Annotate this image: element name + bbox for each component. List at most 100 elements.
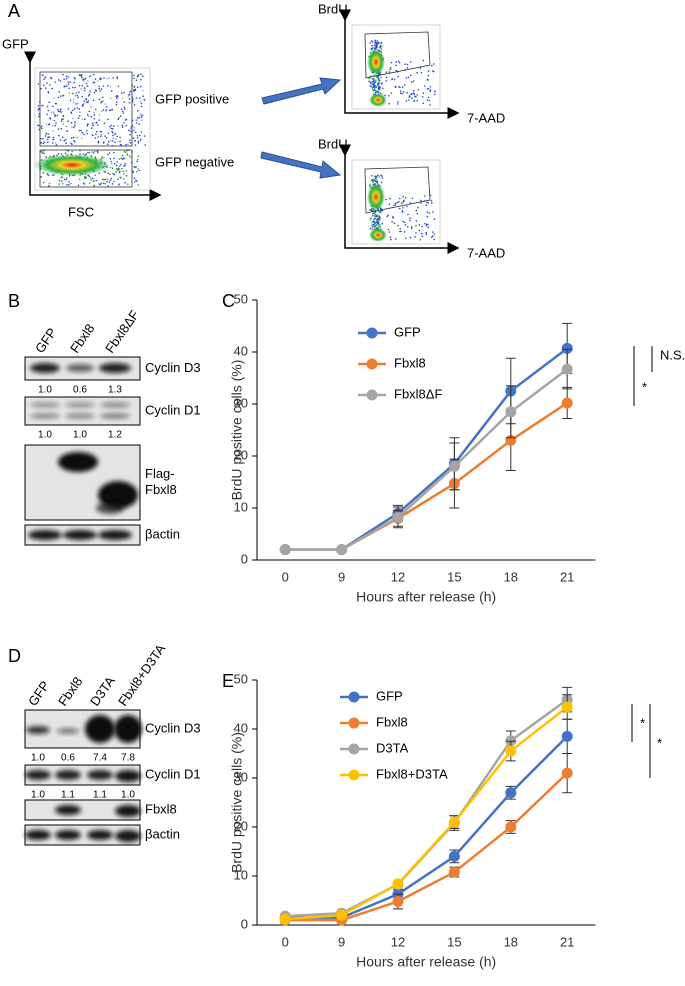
event-dot	[78, 178, 81, 181]
legend-marker	[348, 743, 360, 755]
event-dot	[43, 141, 46, 144]
y-tick-label: 10	[234, 499, 248, 514]
event-dot	[98, 119, 101, 121]
event-dot	[76, 107, 79, 109]
event-dot	[410, 227, 413, 229]
event-dot	[137, 184, 139, 186]
event-dot	[100, 131, 103, 133]
event-dot	[79, 111, 81, 113]
data-point	[505, 821, 517, 833]
event-dot	[385, 71, 388, 73]
event-dot	[406, 92, 409, 94]
band	[66, 364, 94, 372]
event-dot	[52, 105, 54, 108]
event-dot	[406, 226, 409, 228]
event-dot	[67, 81, 69, 83]
event-dot	[142, 114, 144, 117]
event-dot	[123, 122, 125, 124]
event-dot	[378, 87, 381, 90]
event-dot	[100, 110, 103, 112]
event-dot	[74, 121, 76, 123]
data-point	[505, 406, 517, 418]
event-dot	[428, 212, 431, 214]
event-dot	[72, 117, 74, 120]
event-dot	[101, 178, 104, 181]
y-tick-label: 20	[234, 447, 248, 462]
data-point	[448, 866, 460, 878]
gate	[39, 149, 133, 188]
event-dot	[139, 113, 142, 115]
event-dot	[57, 79, 60, 81]
event-dot	[115, 101, 118, 104]
event-dot	[371, 88, 374, 91]
event-dot	[83, 89, 86, 92]
event-dot	[44, 76, 47, 79]
event-dot	[371, 78, 374, 80]
event-dot	[98, 98, 101, 101]
event-dot	[109, 173, 111, 176]
event-dot	[375, 215, 378, 218]
event-dot	[134, 166, 136, 168]
blot-label: Cyclin D3	[145, 720, 201, 735]
event-dot	[52, 130, 54, 132]
event-dot	[49, 117, 51, 119]
plot-frame	[351, 24, 441, 110]
event-dot	[104, 183, 107, 185]
event-dot	[139, 140, 142, 142]
event-dot	[87, 100, 90, 102]
event-dot	[431, 236, 433, 238]
series-line	[285, 772, 569, 922]
data-point	[448, 460, 460, 472]
event-dot	[381, 82, 383, 84]
y-axis-label: BrdU positive cells (%)	[229, 732, 245, 873]
legend-label: Fbxl8	[394, 355, 426, 370]
event-dot	[94, 174, 96, 176]
event-dot	[410, 81, 413, 83]
event-dot	[136, 170, 138, 173]
event-dot	[116, 76, 118, 78]
event-dot	[108, 140, 110, 143]
event-dot	[117, 125, 119, 127]
event-dot	[403, 221, 406, 224]
panel-label: B	[8, 291, 20, 311]
y-tick-label: 50	[234, 671, 248, 686]
data-point	[392, 878, 404, 890]
event-dot	[101, 96, 104, 99]
event-dot	[415, 232, 417, 234]
event-dot	[98, 85, 100, 88]
event-dot	[92, 177, 94, 180]
data-point	[279, 544, 291, 556]
event-dot	[104, 103, 107, 105]
event-dot	[67, 120, 69, 122]
event-dot	[112, 125, 115, 127]
event-dot	[80, 129, 82, 132]
event-dot	[116, 135, 118, 138]
event-dot	[121, 126, 124, 128]
event-dot	[86, 125, 89, 127]
event-dot	[100, 134, 103, 136]
quantification: 0.6	[61, 753, 75, 764]
event-dot	[53, 113, 55, 115]
panel-label: E	[222, 671, 234, 691]
event-dot	[70, 121, 73, 124]
panel-label: A	[8, 1, 20, 21]
event-dot	[110, 160, 112, 163]
event-dot	[104, 178, 107, 181]
event-dot	[371, 47, 374, 49]
event-dot	[55, 144, 58, 146]
event-dot	[48, 101, 50, 103]
event-dot	[431, 64, 433, 67]
event-dot	[53, 97, 55, 100]
quantification: 1.0	[31, 753, 45, 764]
event-dot	[390, 61, 392, 64]
event-dot	[390, 67, 392, 69]
event-dot	[421, 232, 423, 235]
event-dot	[105, 109, 107, 111]
event-dot	[58, 134, 60, 137]
quantification: 1.3	[108, 385, 122, 396]
event-dot	[100, 88, 103, 90]
event-dot	[93, 150, 96, 153]
event-dot	[41, 125, 43, 127]
y-tick-label: 50	[234, 291, 248, 306]
event-dot	[413, 99, 416, 102]
